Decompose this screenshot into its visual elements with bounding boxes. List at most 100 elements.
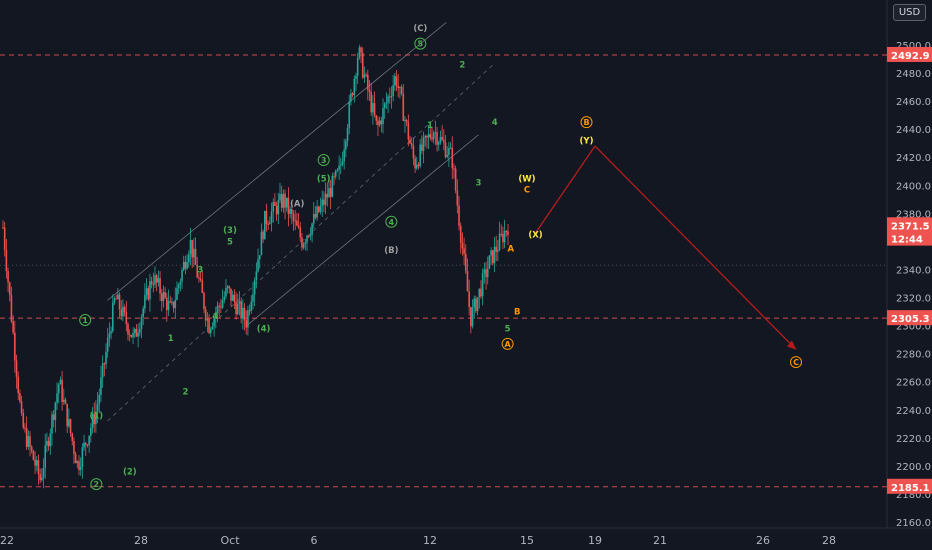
candle-body: [213, 317, 215, 327]
candle-body: [451, 147, 454, 169]
candle-body: [54, 402, 57, 420]
price-tag-label: 2185.1: [891, 483, 930, 494]
candle-body: [169, 301, 172, 303]
candle-body: [491, 250, 494, 264]
candle-body: [458, 205, 460, 226]
candle-body: [312, 214, 315, 224]
candle-body: [333, 176, 335, 178]
wave-label: 3: [321, 156, 327, 165]
candle-body: [90, 428, 92, 436]
x-tick-label: 22: [0, 534, 14, 547]
candle-body: [269, 222, 271, 225]
candle-body: [358, 47, 361, 58]
candle-body: [319, 205, 322, 212]
candle-body: [392, 85, 394, 97]
price-axis-panel: [887, 0, 932, 550]
candle-body: [164, 292, 166, 298]
candle-body: [27, 436, 30, 447]
candle-body: [263, 210, 266, 240]
channel-upper: [107, 22, 447, 301]
x-tick-label: 28: [134, 534, 148, 547]
candle-body: [289, 208, 291, 214]
wave-label-circle: [385, 215, 398, 228]
y-tick-label: 2500.0: [896, 41, 931, 52]
candle-body: [360, 47, 362, 53]
candle-body: [5, 250, 8, 272]
wave-label: (X): [528, 230, 542, 240]
candle-body: [14, 332, 16, 361]
candle-body: [120, 309, 123, 317]
candle-body: [402, 94, 405, 121]
candle-body: [500, 233, 503, 235]
y-tick-label: 2480.0: [896, 69, 931, 80]
candle-body: [417, 164, 420, 167]
candle-body: [79, 466, 82, 470]
candle-body: [196, 264, 199, 278]
y-tick-label: 2260.0: [896, 378, 931, 389]
candle-body: [277, 200, 280, 215]
candle-body: [64, 399, 67, 404]
candle-body: [12, 321, 14, 333]
candle-body: [296, 220, 298, 226]
projection-arrowhead: [787, 340, 796, 350]
candle-body: [448, 148, 450, 155]
candle-body: [380, 120, 383, 125]
wave-label: 1: [82, 316, 88, 325]
candle-body: [309, 234, 312, 237]
candle-body: [498, 233, 501, 251]
x-tick-label: 21: [653, 534, 667, 547]
candle-body: [230, 288, 232, 301]
candle-body: [149, 281, 151, 300]
wave-label: (C): [413, 24, 427, 34]
candle-body: [63, 399, 65, 403]
candle-body: [475, 298, 477, 312]
candle-body: [461, 242, 464, 249]
candle-body: [78, 461, 80, 470]
wave-label: 4: [212, 312, 218, 322]
wave-label: (2): [123, 467, 137, 477]
candle-body: [208, 318, 210, 334]
candle-body: [311, 223, 313, 235]
wave-label: C: [524, 186, 530, 196]
candle-body: [127, 324, 129, 335]
candle-body: [304, 242, 307, 244]
y-tick-label: 2380.0: [896, 209, 931, 220]
candle-body: [390, 96, 393, 98]
projection-segment: [534, 145, 596, 234]
candle-body: [250, 301, 253, 311]
candle-body: [454, 168, 457, 191]
candle-body: [34, 459, 36, 466]
candle-body: [103, 363, 106, 365]
candle-body: [49, 433, 52, 447]
candle-body: [128, 334, 131, 336]
candle-body: [421, 144, 423, 151]
x-tick-label: Oct: [220, 534, 240, 547]
candle-body: [336, 169, 339, 171]
candle-body: [505, 231, 508, 233]
candle-body: [419, 144, 421, 167]
candle-body: [476, 297, 479, 312]
candle-body: [240, 301, 242, 319]
currency-button[interactable]: USD: [893, 4, 926, 21]
candle-body: [355, 75, 357, 79]
candle-body: [431, 137, 433, 140]
candle-body: [483, 269, 486, 273]
projection-segment: [594, 145, 797, 350]
x-tick-label: 28: [822, 534, 836, 547]
candle-body: [323, 199, 325, 205]
candle-body: [191, 240, 193, 258]
wave-label: 4: [389, 218, 395, 227]
candle-body: [206, 318, 209, 321]
candle-body: [275, 205, 278, 215]
candle-body: [424, 135, 427, 138]
candle-body: [157, 278, 160, 283]
candle-body: [39, 474, 41, 481]
candle-body: [422, 137, 425, 151]
candle-body: [172, 301, 175, 309]
wave-label: 2: [459, 61, 465, 71]
candle-body: [189, 240, 192, 255]
candle-body: [287, 197, 290, 214]
wave-label-circle: [317, 154, 330, 167]
candle-body: [258, 255, 261, 260]
